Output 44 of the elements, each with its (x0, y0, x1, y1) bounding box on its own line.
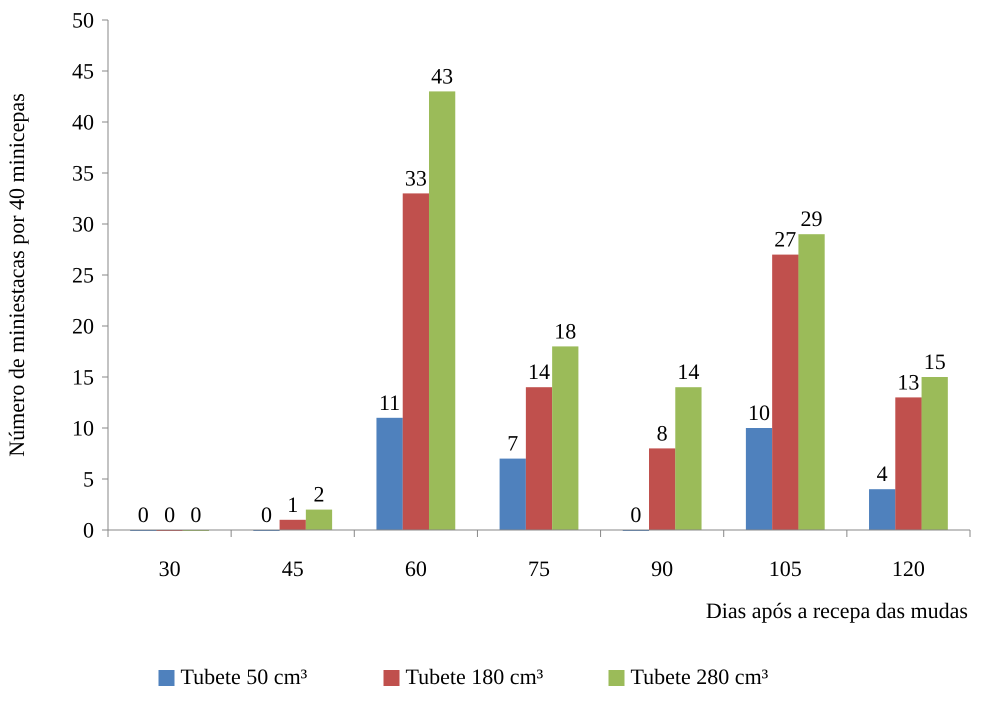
y-tick-label: 20 (72, 314, 94, 339)
data-label: 27 (774, 226, 796, 252)
x-tick-label: 75 (528, 556, 550, 581)
data-label: 15 (924, 349, 946, 374)
x-tick-label: 105 (768, 556, 802, 581)
x-tick-label: 120 (892, 556, 925, 581)
data-label: 13 (897, 369, 920, 394)
y-tick-label: 50 (72, 8, 94, 33)
legend-label: Tubete 180 cm³ (406, 664, 544, 689)
x-tick-label: 45 (282, 556, 304, 581)
data-label: 33 (404, 165, 427, 190)
y-tick-label: 35 (72, 160, 94, 186)
data-label: 10 (748, 400, 770, 425)
data-label: 18 (554, 318, 576, 344)
data-label: 0 (630, 502, 642, 527)
x-tick-label: 90 (651, 556, 674, 581)
y-tick-label: 45 (72, 58, 94, 84)
y-tick-label: 40 (72, 110, 94, 135)
data-label: 2 (313, 482, 324, 507)
legend-label: Tubete 50 cm³ (180, 664, 308, 689)
data-label: 0 (164, 502, 176, 527)
data-label: 8 (656, 420, 668, 446)
y-axis-title: Número de miniestacas por 40 minicepas (4, 93, 29, 457)
data-label: 14 (528, 359, 550, 384)
legend-label: Tubete 280 cm³ (630, 664, 769, 689)
x-tick-label: 30 (158, 556, 181, 581)
y-tick-label: 15 (72, 364, 94, 390)
y-tick-label: 25 (72, 262, 94, 288)
data-label: 0 (138, 502, 149, 527)
data-label: 0 (260, 502, 272, 527)
data-label: 0 (190, 502, 202, 527)
data-label: 7 (507, 430, 518, 456)
data-label: 43 (431, 63, 454, 88)
data-label: 29 (800, 206, 823, 232)
x-axis-title: Dias após a recepa das mudas (706, 598, 968, 623)
y-tick-label: 0 (83, 518, 94, 543)
x-tick-label: 60 (404, 556, 427, 581)
data-label: 11 (378, 390, 400, 415)
y-tick-label: 10 (72, 416, 94, 441)
data-label: 4 (876, 461, 888, 486)
data-label: 1 (287, 492, 298, 517)
y-tick-label: 30 (72, 212, 94, 237)
data-label: 14 (677, 359, 700, 384)
y-tick-label: 5 (83, 466, 94, 492)
